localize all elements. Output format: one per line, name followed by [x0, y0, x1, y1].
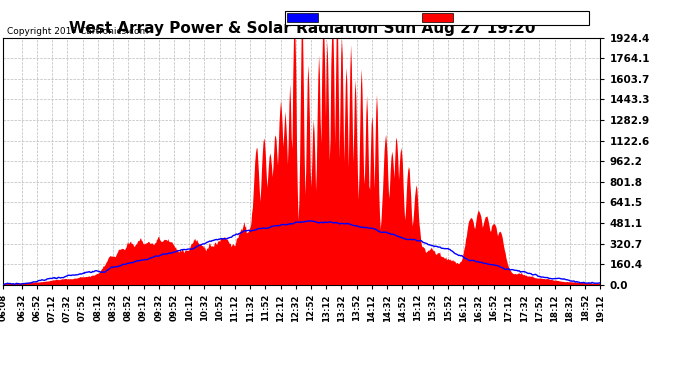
Title: West Array Power & Solar Radiation Sun Aug 27 19:20: West Array Power & Solar Radiation Sun A…	[68, 21, 535, 36]
Legend: Radiation (w/m2), West Array (DC Watts): Radiation (w/m2), West Array (DC Watts)	[285, 10, 589, 25]
Text: Copyright 2017 Cartronics.com: Copyright 2017 Cartronics.com	[7, 27, 148, 36]
